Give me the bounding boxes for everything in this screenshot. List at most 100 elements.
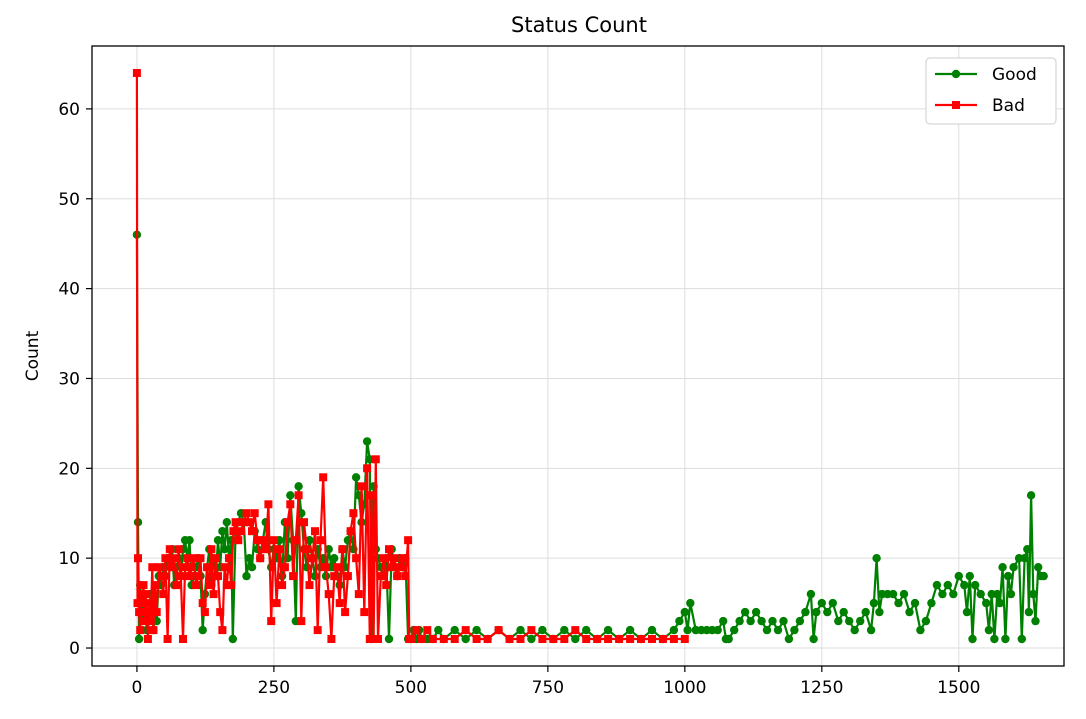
data-point-bad <box>412 626 421 635</box>
data-point-good <box>603 625 613 635</box>
data-point-bad <box>327 635 336 643</box>
data-point-good <box>943 580 952 590</box>
data-point-good <box>828 598 837 608</box>
data-point-good <box>330 554 339 563</box>
data-point-good <box>823 607 832 617</box>
data-point-bad <box>305 581 314 590</box>
data-point-good <box>927 598 936 608</box>
legend-marker-bad <box>952 101 960 109</box>
data-point-bad <box>192 581 201 590</box>
data-point-good <box>625 625 635 635</box>
data-point-bad <box>203 563 212 572</box>
chart-title: Status Count <box>511 13 647 37</box>
data-point-bad <box>133 599 142 608</box>
data-point-bad <box>549 635 558 643</box>
series-layer <box>132 69 1048 644</box>
data-point-good <box>571 634 580 644</box>
data-point-good <box>861 607 870 617</box>
data-point-good <box>735 616 744 626</box>
data-point-bad <box>159 590 168 599</box>
data-point-good <box>461 634 470 644</box>
data-point-bad <box>269 536 278 545</box>
data-point-bad <box>385 545 393 554</box>
data-point-bad <box>637 635 645 643</box>
x-tick-label: 0 <box>132 678 143 698</box>
data-point-good <box>982 598 991 608</box>
data-point-bad <box>376 572 385 581</box>
y-tick-label: 10 <box>58 549 80 569</box>
data-point-good <box>516 625 525 635</box>
data-point-good <box>351 473 361 482</box>
data-point-bad <box>324 590 333 599</box>
data-point-good <box>724 634 733 644</box>
data-point-good <box>751 607 761 617</box>
data-point-bad <box>311 527 319 536</box>
data-point-bad <box>214 572 222 581</box>
data-point-good <box>762 625 772 635</box>
series-bad <box>132 69 689 643</box>
legend-label-good: Good <box>992 65 1037 85</box>
data-point-bad <box>231 518 240 527</box>
data-point-bad <box>272 599 281 608</box>
data-point-good <box>1024 607 1034 617</box>
data-point-good <box>1006 589 1016 599</box>
data-point-bad <box>134 554 142 563</box>
y-tick-label: 30 <box>58 369 80 389</box>
data-point-good <box>675 616 684 626</box>
data-point-bad <box>494 626 503 635</box>
data-point-good <box>809 634 818 644</box>
data-point-bad <box>165 545 174 554</box>
x-tick-label: 500 <box>395 678 427 698</box>
data-point-bad <box>179 635 187 643</box>
data-point-good <box>218 527 227 536</box>
data-point-bad <box>582 635 591 643</box>
data-point-good <box>384 634 394 644</box>
data-point-bad <box>346 527 355 536</box>
data-point-good <box>247 563 257 572</box>
data-point-bad <box>152 608 161 617</box>
data-point-bad <box>387 563 396 572</box>
data-point-bad <box>379 554 388 563</box>
data-point-good <box>310 571 320 581</box>
data-point-good <box>228 634 237 644</box>
data-point-bad <box>250 509 259 518</box>
data-point-bad <box>604 635 613 643</box>
data-point-bad <box>669 635 678 643</box>
data-point-good <box>801 607 810 617</box>
legend-label-bad: Bad <box>992 96 1025 116</box>
data-point-bad <box>294 491 303 500</box>
data-point-good <box>817 598 826 608</box>
data-point-bad <box>360 608 369 617</box>
data-point-good <box>869 598 879 608</box>
data-point-good <box>888 589 898 599</box>
data-point-good <box>921 616 931 626</box>
data-point-good <box>757 616 766 626</box>
data-point-good <box>795 616 805 626</box>
data-point-good <box>220 545 229 554</box>
data-point-good <box>990 634 999 644</box>
data-point-good <box>790 625 799 635</box>
data-point-good <box>1009 563 1018 572</box>
data-point-bad <box>239 518 248 527</box>
data-point-good <box>968 634 977 644</box>
data-point-bad <box>461 626 470 635</box>
data-point-bad <box>248 527 256 536</box>
data-point-good <box>856 616 865 626</box>
data-point-good <box>686 598 695 608</box>
data-point-bad <box>211 554 220 563</box>
data-point-good <box>839 607 848 617</box>
data-point-good <box>683 625 692 635</box>
data-point-bad <box>367 491 376 500</box>
data-point-bad <box>174 545 183 554</box>
data-point-good <box>305 536 314 545</box>
data-point-bad <box>680 635 689 643</box>
data-point-bad <box>234 536 243 545</box>
data-point-bad <box>222 581 231 590</box>
data-point-bad <box>302 545 311 554</box>
data-point-bad <box>141 590 150 599</box>
data-point-bad <box>338 545 347 554</box>
data-point-bad <box>154 563 163 572</box>
data-point-bad <box>382 581 391 590</box>
data-point-bad <box>220 563 229 572</box>
data-point-good <box>872 554 881 563</box>
